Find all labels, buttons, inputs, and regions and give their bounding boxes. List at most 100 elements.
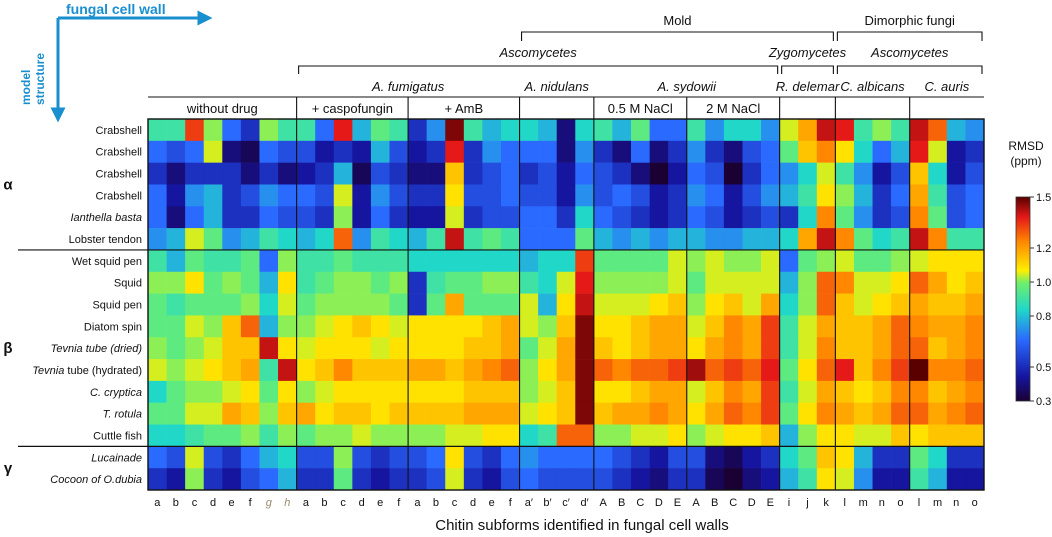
heatmap-cell [779, 140, 799, 163]
x-axis-title: fungal cell wall [66, 1, 166, 17]
heatmap-cell [631, 271, 650, 294]
heatmap-cell [779, 380, 799, 403]
heatmap-cell [593, 206, 613, 229]
heatmap-cell [426, 271, 446, 294]
column-label: d [470, 497, 476, 509]
heatmap-cell [965, 206, 985, 229]
heatmap-cell [463, 228, 483, 251]
heatmap-cell [296, 402, 316, 425]
heatmap-cell [705, 184, 725, 207]
heatmap-cell [482, 249, 502, 273]
species-label: R. delemar [776, 79, 840, 94]
heatmap-cell [965, 140, 985, 163]
heatmap-cell [482, 119, 502, 142]
column-label: f [509, 497, 513, 509]
heatmap-cell [315, 359, 335, 382]
heatmap-cell [240, 468, 260, 491]
heatmap-cell [203, 271, 223, 294]
row-label: C. cryptica [90, 387, 142, 399]
group-dividers [18, 97, 985, 491]
heatmap-cell [686, 337, 706, 360]
heatmap-cell [816, 359, 836, 382]
column-label: j [805, 497, 808, 509]
heatmap-cell [333, 271, 353, 294]
heatmap-cell [705, 119, 725, 142]
column-label: d [359, 497, 365, 509]
heatmap-cell [500, 293, 520, 316]
row-label: Cuttle fish [93, 430, 142, 442]
heatmap-cell [315, 271, 335, 294]
heatmap-cell [816, 424, 836, 447]
heatmap-cell [779, 162, 799, 185]
heatmap-cell [798, 446, 818, 469]
heatmap-cell [798, 315, 818, 338]
heatmap-cell [370, 162, 390, 185]
heatmap-cell [872, 424, 892, 447]
heatmap-cell [705, 468, 725, 491]
heatmap-cell [445, 315, 465, 338]
heatmap-cell [278, 228, 297, 251]
header-bracket [298, 65, 779, 74]
heatmap-cell [649, 249, 669, 273]
heatmap-cell [965, 315, 985, 338]
heatmap-cell [686, 315, 706, 338]
heatmap-cell [631, 468, 650, 491]
column-label: c′ [562, 497, 570, 509]
heatmap-cell [370, 468, 390, 491]
heatmap-cell [742, 184, 762, 207]
column-label: g [266, 497, 273, 509]
heatmap-cell [723, 337, 743, 360]
heatmap-cell [296, 468, 316, 491]
heatmap-cell [779, 315, 799, 338]
row-label: Tevnia tube (hydrated) [32, 365, 142, 377]
heatmap-cell [928, 228, 948, 251]
heatmap-cell [668, 359, 688, 382]
heatmap-cell [649, 206, 669, 229]
heatmap-cell [426, 249, 446, 273]
column-label: h [284, 497, 290, 509]
heatmap-cell [649, 424, 669, 447]
heatmap-cell [835, 249, 855, 273]
heatmap-cell [872, 380, 892, 403]
heatmap-cell [742, 228, 762, 251]
heatmap-cell [761, 228, 780, 251]
heatmap-cell [649, 337, 669, 360]
heatmap-cell [352, 271, 372, 294]
heatmap-cell [649, 380, 669, 403]
heatmap-cell [631, 380, 650, 403]
heatmap-cell [148, 206, 167, 229]
heatmap-cell [872, 468, 892, 491]
heatmap-cell [946, 271, 966, 294]
heatmap-cell [946, 184, 966, 207]
heatmap-cell [723, 249, 743, 273]
heatmap-cell [705, 271, 725, 294]
heatmap-cell [315, 424, 335, 447]
heatmap-cell [965, 184, 985, 207]
heatmap-cell [686, 162, 706, 185]
column-label: a′ [525, 497, 533, 509]
heatmap-cell [222, 402, 242, 425]
heatmap-cell [352, 162, 372, 185]
heatmap-cell [575, 162, 595, 185]
row-label: Crabshell [96, 147, 142, 159]
heatmap-cell [593, 271, 613, 294]
heatmap-cell [742, 271, 762, 294]
heatmap-cell [203, 380, 223, 403]
heatmap-cell [389, 380, 409, 403]
heatmap-cell [222, 119, 242, 142]
heatmap-cell [278, 293, 297, 316]
heatmap-cell [370, 359, 390, 382]
heatmap-cell [649, 315, 669, 338]
heatmap-cell [575, 140, 595, 163]
heatmap-cell [816, 380, 836, 403]
heatmap-cell [761, 140, 780, 163]
heatmap-cell [909, 424, 929, 447]
heatmap-cell [278, 162, 297, 185]
heatmap-cell [705, 402, 725, 425]
heatmap-cell [408, 424, 427, 447]
heatmap-cell [315, 380, 335, 403]
heatmap-cell [370, 140, 390, 163]
heatmap-cell [928, 337, 948, 360]
heatmap-cell [389, 162, 409, 185]
heatmap-cell [389, 228, 409, 251]
